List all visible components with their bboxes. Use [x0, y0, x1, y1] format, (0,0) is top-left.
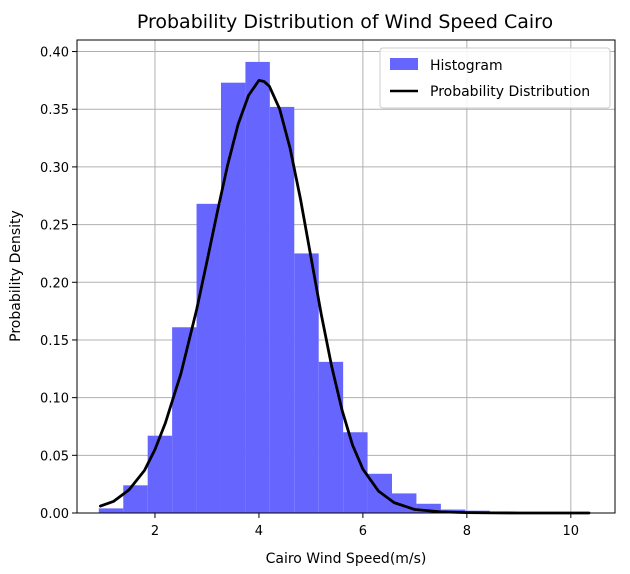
y-tick-label: 0.05	[40, 449, 69, 464]
y-tick-label: 0.20	[40, 276, 69, 291]
histogram-bar	[245, 61, 270, 513]
curve-layer	[98, 78, 591, 515]
chart-title: Probability Distribution of Wind Speed C…	[137, 11, 553, 33]
histogram-bar	[98, 508, 124, 513]
y-tick-label: 0.00	[40, 507, 69, 522]
histogram-bar	[318, 361, 344, 513]
ticks-layer: 2 4 6 8 10 0.00 0.05 0.10 0.15 0.20 0.25 0.30 0.35 0.…	[40, 46, 579, 539]
histogram-bar	[147, 435, 173, 513]
histogram-bars	[98, 61, 588, 514]
histogram-bar	[416, 503, 441, 513]
x-tick-label: 2	[151, 524, 159, 539]
histogram-bar	[343, 432, 368, 513]
histogram-bar	[269, 106, 295, 513]
legend-label-curve: Probability Distribution	[430, 84, 590, 100]
x-axis-label: Cairo Wind Speed(m/s)	[266, 551, 427, 567]
distribution-curve	[98, 78, 591, 515]
y-tick-label: 0.25	[40, 219, 69, 234]
histogram-bar	[220, 82, 246, 513]
histogram-bar	[294, 253, 319, 514]
y-tick-label: 0.10	[40, 392, 69, 407]
y-tick-label: 0.35	[40, 103, 69, 118]
legend: Histogram Probability Distribution	[379, 47, 611, 109]
legend-box	[379, 47, 611, 109]
plot-frame	[76, 39, 616, 514]
x-tick-label: 4	[255, 524, 263, 539]
y-tick-label: 0.40	[40, 46, 69, 61]
legend-swatch-histogram	[390, 58, 418, 70]
y-tick-label: 0.30	[40, 161, 69, 176]
x-tick-label: 8	[463, 524, 471, 539]
legend-label-histogram: Histogram	[430, 58, 503, 74]
x-tick-label: 10	[563, 524, 580, 539]
histogram-bar	[123, 485, 148, 513]
x-tick-label: 6	[359, 524, 367, 539]
y-tick-label: 0.15	[40, 334, 69, 349]
y-axis-label: Probability Density	[8, 210, 24, 342]
